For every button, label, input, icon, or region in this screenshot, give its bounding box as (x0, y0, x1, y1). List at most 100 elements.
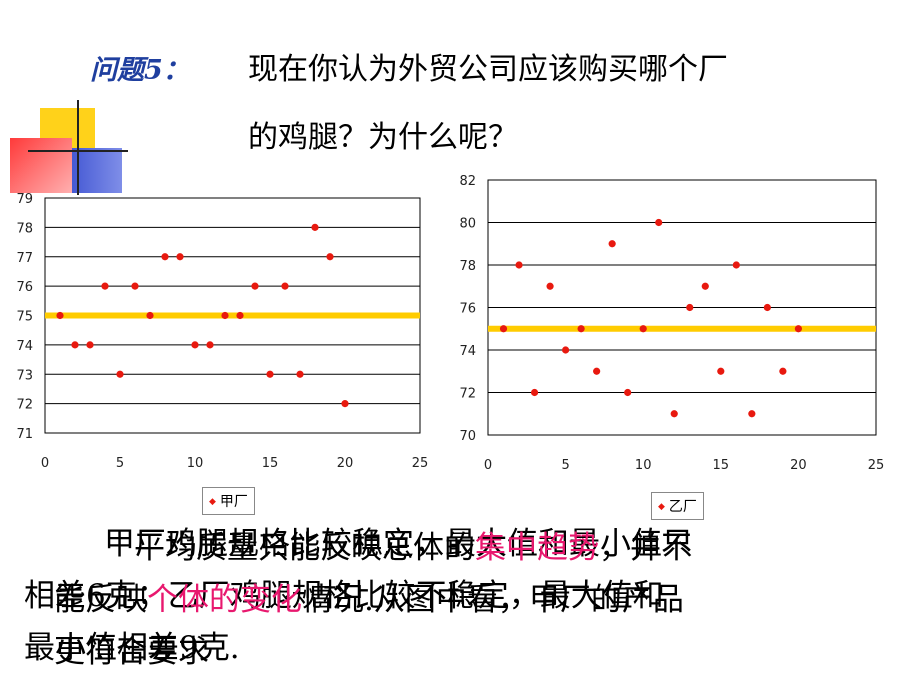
back-text-1: 甲厂鸡腿规格比较稳定，最大值和最小值只 (104, 526, 693, 562)
chart-a-point-13 (236, 311, 244, 320)
chart-a-xtick-2: 10 (187, 456, 204, 471)
chart-a-point-12 (221, 311, 229, 320)
chart-a-point-15 (266, 370, 274, 378)
chart-a-point-17 (296, 370, 304, 378)
chart-b-point-8 (608, 240, 616, 248)
scatter-chart-factory-a: 71 72 73 74 75 76 77 78 79 0 5 10 15 20 25 (16, 192, 429, 471)
chart-b-point-15 (717, 367, 725, 375)
chart-a-point-11 (206, 341, 214, 349)
chart-b-xtick-3: 15 (713, 458, 730, 473)
front-text-3a: 更符合要求 (54, 634, 209, 670)
chart-a-ytick-8: 79 (16, 192, 33, 207)
paragraph-front-line1: 平均质量只能反映总体的集中趋势，并不 (134, 522, 900, 574)
chart-a-point-6 (131, 282, 139, 290)
chart-b-xtick-1: 5 (561, 458, 569, 473)
highlight-individual-variation: 个体的变化 (147, 582, 302, 618)
chart-a-point-8 (161, 253, 169, 261)
paragraph-back-line1: 甲厂鸡腿规格比较稳定，最大值和最小值只 (104, 518, 900, 570)
chart-b-point-3 (530, 388, 539, 397)
back-text-2: 相差6克；乙厂鸡腿规格比较不稳定，最大值和 (24, 578, 664, 614)
chart-a-point-14 (251, 282, 259, 290)
chart-a-point-19 (326, 253, 334, 261)
chart-a-point-18 (311, 223, 319, 231)
chart-b-ytick-4: 78 (459, 259, 476, 274)
chart-b-xtick-2: 10 (635, 458, 652, 473)
chart-a-point-10 (191, 341, 199, 349)
chart-b-ytick-0: 70 (459, 429, 476, 444)
question-text-line2: 的鸡腿？为什么呢？ (248, 120, 518, 155)
paragraph-back-line3: 最小值相差9克. (24, 622, 874, 674)
chart-b-point-5 (562, 346, 570, 354)
back-text-3: 最小值相差9克. (24, 630, 240, 666)
chart-b-point-11 (655, 218, 663, 227)
chart-a-ytick-0: 71 (16, 427, 33, 442)
chart-a-point-16 (281, 282, 289, 290)
paragraph-back-line2: 相差6克；乙厂鸡腿规格比较不稳定，最大值和 (24, 570, 874, 622)
chart-b-point-6 (577, 325, 585, 333)
deco-blue-square (62, 148, 122, 193)
chart-b-xtick-0: 0 (484, 458, 492, 473)
chart-a-point-2 (71, 341, 79, 349)
front-text-1a: 平均质量只能反映总体的 (134, 530, 475, 566)
chart-a-point-9 (176, 253, 184, 261)
chart-b-point-14 (701, 282, 709, 290)
chart-a-point-5 (116, 370, 124, 378)
deco-horizontal-line (28, 150, 128, 152)
chart-b-ytick-3: 76 (459, 302, 476, 317)
chart-b-point-20 (794, 325, 802, 333)
chart-b-point-10 (639, 325, 647, 333)
chart-a-point-4 (101, 282, 109, 290)
chart-b-plot-frame (487, 179, 877, 436)
chart-b-point-9 (624, 388, 632, 397)
chart-b-xtick-5: 25 (868, 458, 885, 473)
chart-a-point-7 (146, 311, 154, 320)
paragraph-front-line3: 更符合要求 (54, 626, 900, 678)
chart-b-point-13 (686, 303, 694, 312)
chart-b-ytick-6: 82 (459, 174, 476, 189)
deco-vertical-line (77, 100, 79, 195)
legend-factory-a: ◆ 甲厂 (202, 487, 255, 515)
chart-b-point-17 (748, 410, 756, 418)
chart-a-ytick-7: 78 (16, 221, 33, 236)
chart-b-point-12 (670, 410, 678, 418)
corner-decoration (0, 100, 130, 195)
chart-a-point-3 (86, 341, 94, 349)
chart-b-point-1 (499, 325, 508, 333)
chart-a-xtick-3: 15 (262, 456, 279, 471)
chart-a-xtick-0: 0 (41, 456, 49, 471)
chart-b-point-16 (732, 261, 740, 269)
legend-factory-b: ◆ 乙厂 (651, 492, 704, 520)
chart-a-ytick-4: 75 (16, 310, 33, 325)
chart-b-xtick-4: 20 (790, 458, 807, 473)
highlight-central-tendency: 集中趋势 (475, 530, 599, 566)
front-text-2b: 情况.从图中看，甲厂的产品 (302, 582, 684, 618)
chart-b-point-2 (515, 261, 523, 269)
chart-b-ytick-1: 72 (459, 387, 476, 402)
chart-b-ytick-2: 74 (459, 344, 476, 359)
chart-a-point-20 (341, 400, 349, 408)
chart-a-point-1 (56, 311, 64, 320)
deco-red-square (10, 138, 72, 193)
chart-b-ytick-5: 80 (459, 217, 476, 232)
chart-a-ytick-5: 76 (16, 280, 33, 295)
chart-a-xtick-5: 25 (412, 456, 429, 471)
legend-label-b: 乙厂 (668, 499, 697, 515)
chart-a-ytick-1: 72 (16, 398, 33, 413)
legend-label-a: 甲厂 (219, 494, 248, 510)
paragraph-front-line2: 能反映个体的变化情况.从图中看，甲厂的产品 (54, 574, 900, 626)
chart-b-point-4 (546, 282, 554, 290)
legend-marker-icon: ◆ (209, 497, 216, 507)
scatter-chart-factory-b: 70 72 74 76 78 80 82 0 5 10 15 20 25 (459, 174, 885, 473)
chart-a-xtick-4: 20 (337, 456, 354, 471)
question-label: 问题5： (90, 55, 190, 86)
front-text-1b: ，并不 (599, 530, 692, 566)
chart-b-point-7 (593, 367, 601, 375)
legend-marker-icon: ◆ (658, 502, 665, 512)
chart-a-ytick-2: 73 (16, 368, 33, 383)
chart-a-ytick-3: 74 (16, 339, 33, 354)
chart-b-point-18 (763, 303, 771, 312)
chart-a-ytick-6: 77 (16, 251, 33, 266)
front-text-2a: 能反映 (54, 582, 147, 618)
question-text-line1: 现在你认为外贸公司应该购买哪个厂 (248, 52, 728, 87)
chart-a-xtick-1: 5 (116, 456, 124, 471)
